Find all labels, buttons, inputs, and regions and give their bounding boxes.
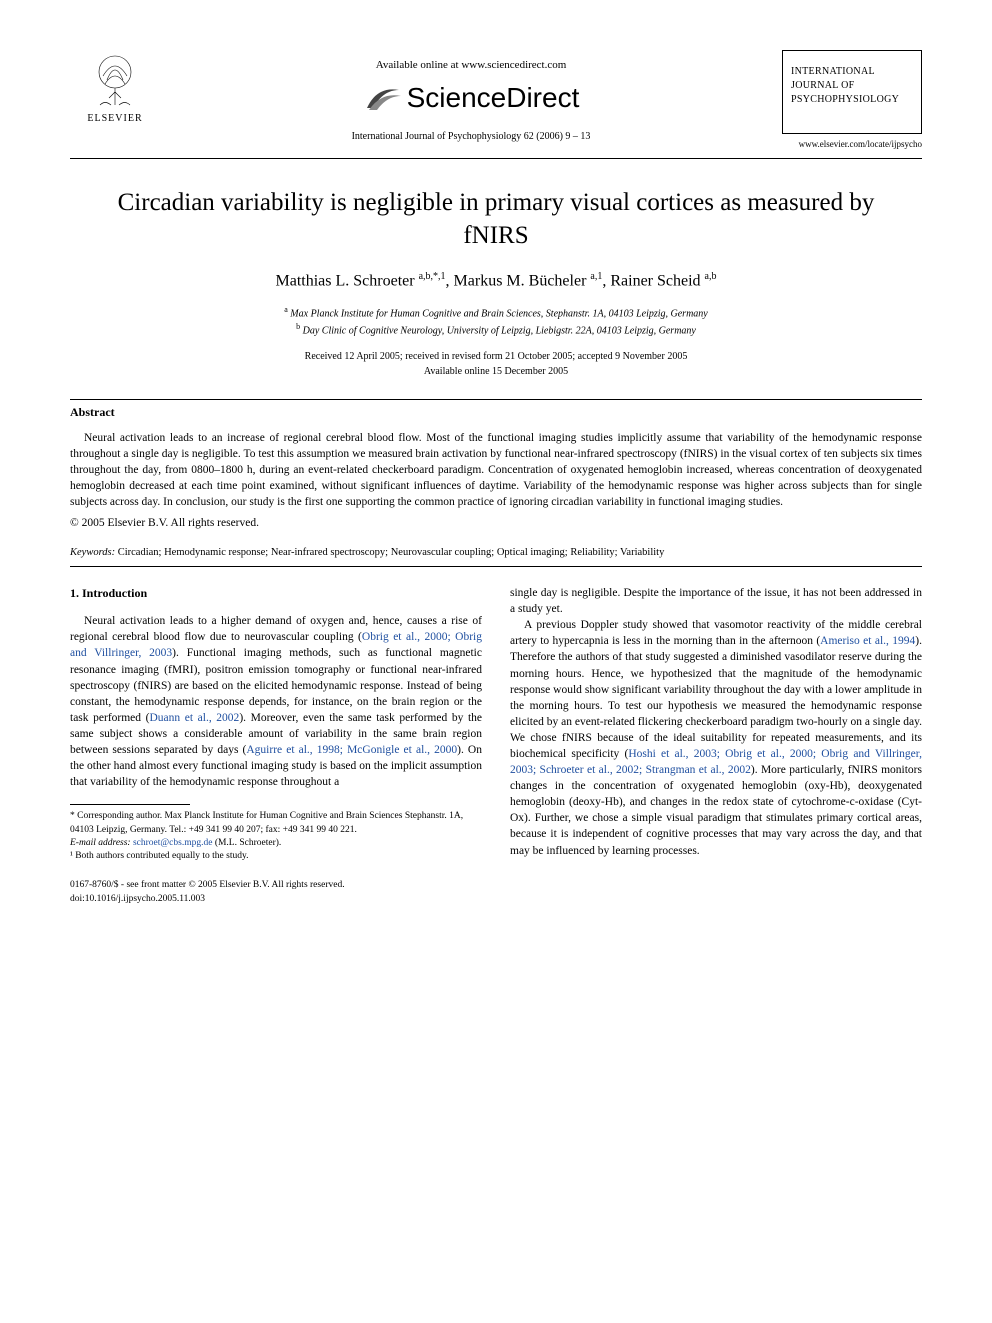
footnote-corresponding: * Corresponding author. Max Planck Insti… bbox=[70, 810, 482, 837]
sciencedirect-text: ScienceDirect bbox=[407, 79, 580, 117]
body-columns: 1. Introduction Neural activation leads … bbox=[70, 585, 922, 906]
dates-received: Received 12 April 2005; received in revi… bbox=[70, 349, 922, 364]
author-1-affil: a,b,*,1 bbox=[419, 271, 446, 282]
author-3: Rainer Scheid bbox=[610, 272, 704, 289]
citation-ameriso-1994[interactable]: Ameriso et al., 1994 bbox=[820, 635, 915, 647]
page-header: ELSEVIER Available online at www.science… bbox=[70, 50, 922, 150]
post-keywords-rule bbox=[70, 566, 922, 567]
footnote-equal-contrib: ¹ Both authors contributed equally to th… bbox=[70, 850, 482, 863]
elsevier-logo-block: ELSEVIER bbox=[70, 50, 160, 126]
footer-block: 0167-8760/$ - see front matter © 2005 El… bbox=[70, 879, 482, 906]
header-rule bbox=[70, 158, 922, 159]
affiliation-b-text: Day Clinic of Cognitive Neurology, Unive… bbox=[303, 326, 696, 337]
footer-issn: 0167-8760/$ - see front matter © 2005 El… bbox=[70, 879, 482, 892]
intro-paragraph-1-cont: single day is negligible. Despite the im… bbox=[510, 585, 922, 617]
footnote-email: E-mail address: schroet@cbs.mpg.de (M.L.… bbox=[70, 837, 482, 850]
intro-paragraph-1: Neural activation leads to a higher dema… bbox=[70, 613, 482, 790]
affiliation-a: a Max Planck Institute for Human Cogniti… bbox=[70, 304, 922, 321]
dates-online: Available online 15 December 2005 bbox=[70, 364, 922, 379]
author-3-affil: a,b bbox=[705, 271, 717, 282]
citation-duann-2002[interactable]: Duann et al., 2002 bbox=[149, 712, 239, 724]
keywords-label: Keywords: bbox=[70, 547, 115, 558]
section-1-heading: 1. Introduction bbox=[70, 585, 482, 601]
author-2-affil: a,1 bbox=[590, 271, 602, 282]
journal-reference: International Journal of Psychophysiolog… bbox=[160, 130, 782, 144]
footer-doi: doi:10.1016/j.ijpsycho.2005.11.003 bbox=[70, 893, 482, 906]
journal-url: www.elsevier.com/locate/ijpsycho bbox=[782, 138, 922, 150]
footnote-rule bbox=[70, 804, 190, 805]
journal-box-wrapper: INTERNATIONAL JOURNAL OF PSYCHOPHYSIOLOG… bbox=[782, 50, 922, 150]
journal-name-line3: PSYCHOPHYSIOLOGY bbox=[791, 93, 913, 107]
sciencedirect-swoosh-icon bbox=[363, 82, 403, 114]
intro-paragraph-2: A previous Doppler study showed that vas… bbox=[510, 617, 922, 858]
elsevier-tree-icon bbox=[85, 50, 145, 110]
author-2: Markus M. Bücheler bbox=[454, 272, 591, 289]
email-label: E-mail address: bbox=[70, 838, 131, 848]
abstract-paragraph: Neural activation leads to an increase o… bbox=[70, 430, 922, 510]
center-header: Available online at www.sciencedirect.co… bbox=[160, 50, 782, 144]
elsevier-label: ELSEVIER bbox=[87, 112, 142, 126]
available-online-text: Available online at www.sciencedirect.co… bbox=[160, 58, 782, 73]
journal-name-line1: INTERNATIONAL bbox=[791, 65, 913, 79]
journal-name-line2: JOURNAL OF bbox=[791, 79, 913, 93]
pre-abstract-rule bbox=[70, 399, 922, 400]
affiliation-b: b Day Clinic of Cognitive Neurology, Uni… bbox=[70, 321, 922, 338]
column-right: single day is negligible. Despite the im… bbox=[510, 585, 922, 906]
keywords-line: Keywords: Circadian; Hemodynamic respons… bbox=[70, 546, 922, 560]
affiliations: a Max Planck Institute for Human Cogniti… bbox=[70, 304, 922, 339]
equal-contrib-text: ¹ Both authors contributed equally to th… bbox=[70, 851, 248, 861]
keywords-list: Circadian; Hemodynamic response; Near-in… bbox=[118, 547, 665, 558]
column-left: 1. Introduction Neural activation leads … bbox=[70, 585, 482, 906]
authors-list: Matthias L. Schroeter a,b,*,1, Markus M.… bbox=[70, 270, 922, 292]
affiliation-a-text: Max Planck Institute for Human Cognitive… bbox=[290, 308, 707, 319]
abstract-copyright: © 2005 Elsevier B.V. All rights reserved… bbox=[70, 516, 922, 532]
sciencedirect-logo: ScienceDirect bbox=[363, 79, 580, 117]
email-link[interactable]: schroet@cbs.mpg.de bbox=[133, 838, 212, 848]
author-sep-1: , bbox=[446, 272, 454, 289]
citation-aguirre-1998[interactable]: Aguirre et al., 1998; McGonigle et al., … bbox=[246, 744, 457, 756]
journal-cover-box: INTERNATIONAL JOURNAL OF PSYCHOPHYSIOLOG… bbox=[782, 50, 922, 134]
abstract-text-content: Neural activation leads to an increase o… bbox=[70, 432, 922, 508]
author-1: Matthias L. Schroeter bbox=[276, 272, 419, 289]
p2-text-2: ). Therefore the authors of that study s… bbox=[510, 635, 922, 760]
article-dates: Received 12 April 2005; received in revi… bbox=[70, 349, 922, 379]
email-who: (M.L. Schroeter). bbox=[215, 838, 281, 848]
article-title: Circadian variability is negligible in p… bbox=[110, 187, 882, 252]
abstract-heading: Abstract bbox=[70, 404, 922, 420]
p2-text-3: ). More particularly, fNIRS monitors cha… bbox=[510, 764, 922, 856]
